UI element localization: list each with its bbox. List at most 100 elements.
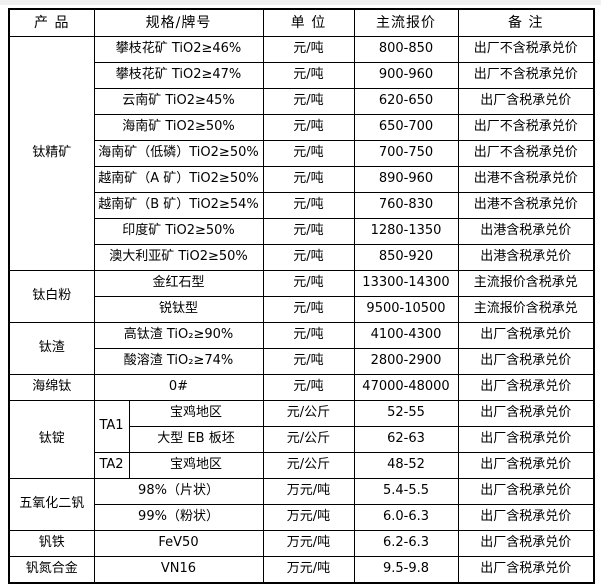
- price-cell: 700-750: [353, 140, 459, 167]
- unit-cell: 元/公斤: [262, 452, 355, 479]
- note-cell: 出厂含税承兑价: [457, 530, 595, 557]
- spec-cell: 印度矿 TiO2≥50%: [93, 218, 264, 245]
- product-cell: 钛锭: [8, 400, 95, 479]
- price-cell: 620-650: [353, 88, 459, 115]
- table-row: 锐钛型 元/吨 9500-10500 主流报价含税承兑: [9, 296, 595, 323]
- unit-cell: 元/吨: [262, 296, 355, 323]
- grade-cell: TA2: [93, 452, 130, 479]
- unit-cell: 元/吨: [262, 192, 355, 219]
- unit-cell: 元/吨: [262, 88, 355, 115]
- table-row: 钛精矿 攀枝花矿 TiO2≥46% 元/吨 800-850 出厂不含税承兑价: [8, 36, 595, 271]
- unit-cell: 元/吨: [262, 62, 355, 89]
- spec-cell: 越南矿（B 矿）TiO2≥54%: [93, 192, 264, 219]
- price-cell: 760-830: [353, 192, 459, 219]
- table-row: 海绵钛 0# 元/吨 47000-48000 出厂含税承兑价: [8, 374, 595, 401]
- spec-cell: VN16: [93, 556, 264, 584]
- unit-cell: 万元/吨: [262, 478, 355, 505]
- note-cell: 主流报价含税承兑: [457, 296, 595, 323]
- note-cell: 出厂含税承兑价: [457, 426, 595, 453]
- product-cell: 海绵钛: [8, 374, 95, 401]
- table-row: 大型 EB 板坯 元/公斤 62-63 出厂含税承兑价: [9, 426, 595, 453]
- header-row: 产 品 规格/牌号 单 位 主流报价 备 注: [8, 8, 595, 37]
- table-row: 印度矿 TiO2≥50% 元/吨 1280-1350 出港含税承兑价: [9, 218, 595, 245]
- table-row: 酸溶渣 TiO₂≥74% 元/吨 2800-2900 出厂含税承兑价: [9, 348, 595, 375]
- price-table: 产 品 规格/牌号 单 位 主流报价 备 注 钛精矿 攀枝花矿 TiO2≥46% 元…: [8, 8, 595, 584]
- note-cell: 出厂含税承兑价: [457, 322, 595, 349]
- spec-cell: FeV50: [93, 530, 264, 557]
- price-cell: 6.0-6.3: [353, 504, 459, 531]
- spec-cell: 越南矿（A 矿）TiO2≥50%: [93, 166, 264, 193]
- note-cell: 出厂含税承兑价: [457, 556, 595, 584]
- spec-cell: 攀枝花矿 TiO2≥46%: [93, 36, 264, 63]
- price-cell: 9.5-9.8: [353, 556, 459, 584]
- price-cell: 2800-2900: [353, 348, 459, 375]
- header-cell-product: 产 品: [8, 8, 95, 37]
- unit-cell: 万元/吨: [262, 556, 355, 584]
- note-cell: 出港不含税承兑价: [457, 192, 595, 219]
- table-body: 钛精矿 攀枝花矿 TiO2≥46% 元/吨 800-850 出厂不含税承兑价 攀枝花矿 T…: [8, 36, 595, 584]
- table-row: 钒氮合金 VN16 万元/吨 9.5-9.8 出厂含税承兑价: [8, 556, 595, 584]
- note-cell: 出厂不含税承兑价: [457, 36, 595, 63]
- spec-cell: 98%（片状）: [93, 478, 264, 505]
- product-cell: 五氧化二钒: [8, 478, 95, 531]
- header-cell-price: 主流报价: [353, 8, 459, 37]
- price-cell: 62-63: [353, 426, 459, 453]
- price-cell: 52-55: [353, 400, 459, 427]
- note-cell: 出厂含税承兑价: [457, 374, 595, 401]
- note-cell: 出厂含税承兑价: [457, 504, 595, 531]
- table-row: 澳大利亚矿 TiO2≥50% 元/吨 850-920 出港含税承兑价: [9, 244, 595, 271]
- spec-cell: 海南矿（低磷）TiO2≥50%: [93, 140, 264, 167]
- unit-cell: 元/吨: [262, 166, 355, 193]
- unit-cell: 元/吨: [262, 218, 355, 245]
- unit-cell: 元/吨: [262, 36, 355, 63]
- price-cell: 9500-10500: [353, 296, 459, 323]
- price-cell: 5.4-5.5: [353, 478, 459, 505]
- price-cell: 6.2-6.3: [353, 530, 459, 557]
- unit-cell: 元/吨: [262, 114, 355, 141]
- note-cell: 出厂不含税承兑价: [457, 62, 595, 89]
- spec-cell: 锐钛型: [93, 296, 264, 323]
- table-row: 99%（粉状） 万元/吨 6.0-6.3 出厂含税承兑价: [9, 504, 595, 531]
- price-cell: 650-700: [353, 114, 459, 141]
- spec-cell: 0#: [93, 374, 264, 401]
- unit-cell: 元/吨: [262, 270, 355, 297]
- note-cell: 出厂不含税承兑价: [457, 140, 595, 167]
- spec-cell: 99%（粉状）: [93, 504, 264, 531]
- note-cell: 出厂含税承兑价: [457, 400, 595, 427]
- table-header: 产 品 规格/牌号 单 位 主流报价 备 注: [8, 8, 595, 37]
- spec-cell: 澳大利亚矿 TiO2≥50%: [93, 244, 264, 271]
- note-cell: 出港含税承兑价: [457, 244, 595, 271]
- header-cell-spec: 规格/牌号: [93, 8, 264, 37]
- table-row: 云南矿 TiO2≥45% 元/吨 620-650 出厂含税承兑价: [9, 88, 595, 115]
- note-cell: 出厂含税承兑价: [457, 348, 595, 375]
- table-row: 越南矿（A 矿）TiO2≥50% 元/吨 890-960 出港不含税承兑价: [9, 166, 595, 193]
- header-cell-unit: 单 位: [262, 8, 355, 37]
- spec-cell: 酸溶渣 TiO₂≥74%: [93, 348, 264, 375]
- unit-cell: 元/公斤: [262, 400, 355, 427]
- table-row: 五氧化二钒 98%（片状） 万元/吨 5.4-5.5 出厂含税承兑价: [8, 478, 595, 531]
- unit-cell: 元/吨: [262, 348, 355, 375]
- price-cell: 13300-14300: [353, 270, 459, 297]
- table-row: 钛白粉 金红石型 元/吨 13300-14300 主流报价含税承兑: [8, 270, 595, 323]
- unit-cell: 元/吨: [262, 244, 355, 271]
- spec-cell: 宝鸡地区: [128, 452, 264, 479]
- spec-cell: 金红石型: [93, 270, 264, 297]
- note-cell: 出厂含税承兑价: [457, 478, 595, 505]
- note-cell: 出港不含税承兑价: [457, 166, 595, 193]
- unit-cell: 万元/吨: [262, 504, 355, 531]
- unit-cell: 元/吨: [262, 140, 355, 167]
- note-cell: 出港含税承兑价: [457, 218, 595, 245]
- price-cell: 4100-4300: [353, 322, 459, 349]
- spec-cell: 大型 EB 板坯: [128, 426, 264, 453]
- table-row: 钛锭 TA1 宝鸡地区 元/公斤 52-55 出厂含税承兑价: [8, 400, 595, 479]
- unit-cell: 万元/吨: [262, 530, 355, 557]
- price-cell: 1280-1350: [353, 218, 459, 245]
- price-cell: 47000-48000: [353, 374, 459, 401]
- note-cell: 出厂含税承兑价: [457, 452, 595, 479]
- product-cell: 钒铁: [8, 530, 95, 557]
- spec-cell: 云南矿 TiO2≥45%: [93, 88, 264, 115]
- unit-cell: 元/吨: [262, 374, 355, 401]
- unit-cell: 元/公斤: [262, 426, 355, 453]
- header-cell-note: 备 注: [457, 8, 595, 37]
- table-row: 钛渣 高钛渣 TiO₂≥90% 元/吨 4100-4300 出厂含税承兑价: [8, 322, 595, 375]
